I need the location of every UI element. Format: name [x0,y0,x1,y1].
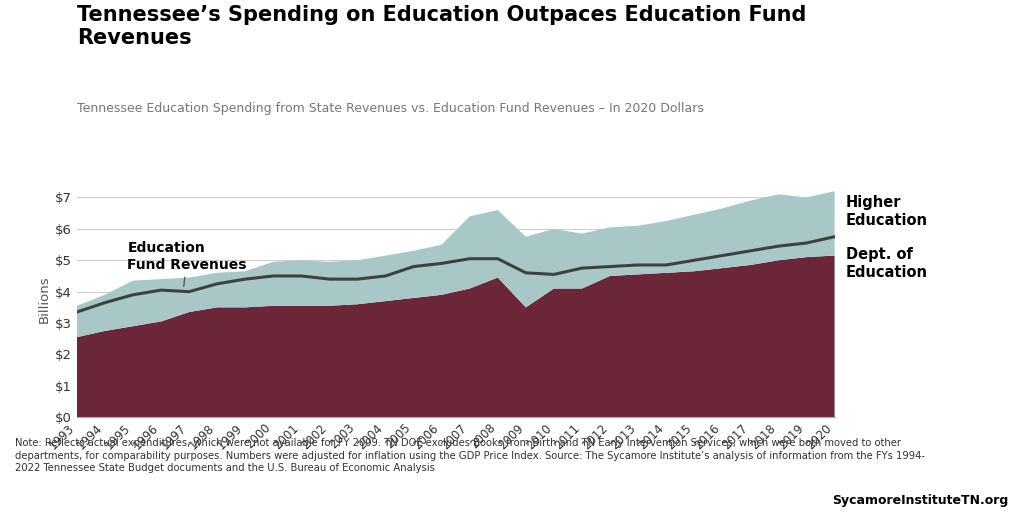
Text: Tennessee’s Spending on Education Outpaces Education Fund
Revenues: Tennessee’s Spending on Education Outpac… [77,5,806,48]
Text: Note: Reflects actual expenditures, which were not available for FY 2009. TN DOE: Note: Reflects actual expenditures, whic… [15,438,926,474]
Y-axis label: Billions: Billions [38,275,51,324]
Text: Education
Fund Revenues: Education Fund Revenues [127,242,247,286]
Text: SycamoreInstituteTN.org: SycamoreInstituteTN.org [833,494,1009,507]
Text: Tennessee Education Spending from State Revenues vs. Education Fund Revenues – I: Tennessee Education Spending from State … [77,102,703,115]
Text: Dept. of
Education: Dept. of Education [846,247,928,280]
Text: Higher
Education: Higher Education [846,196,928,228]
